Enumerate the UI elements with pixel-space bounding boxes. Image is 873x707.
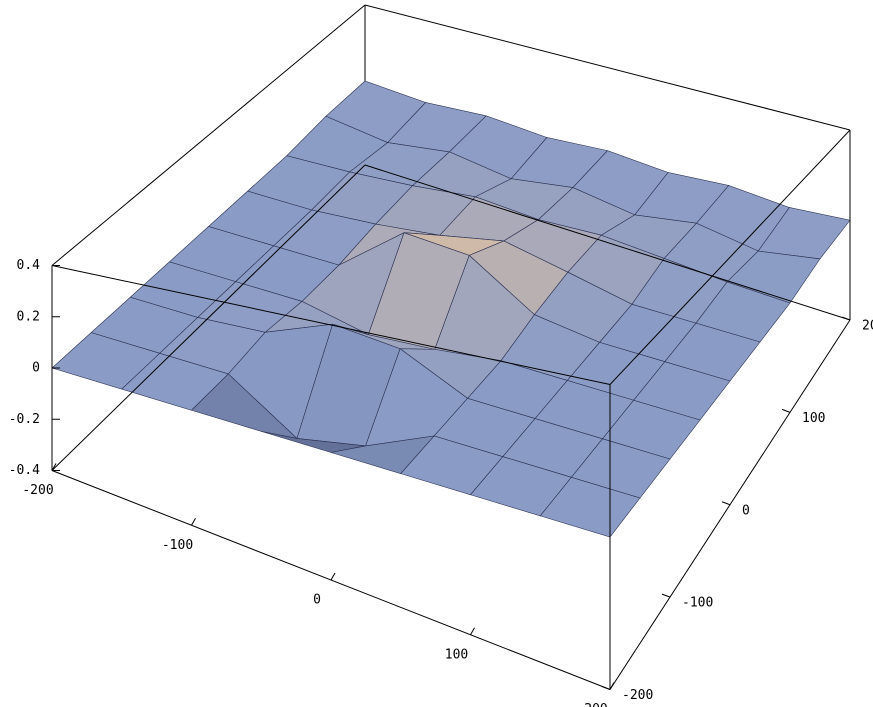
y-tick <box>661 593 671 598</box>
y-tick <box>601 686 611 690</box>
box-edge <box>51 4 366 266</box>
y-tick <box>781 408 791 413</box>
box-edge <box>609 129 851 385</box>
y-tick <box>841 316 851 321</box>
y-tick-label: -100 <box>682 596 713 611</box>
box-edge <box>51 265 611 385</box>
x-tick <box>191 518 196 526</box>
box-edge <box>364 164 851 321</box>
box-edge <box>51 164 366 471</box>
y-tick <box>721 501 731 506</box>
x-tick <box>51 463 57 471</box>
x-tick <box>470 627 475 635</box>
x-tick <box>609 682 615 690</box>
z-tick-label: 0.4 <box>17 258 41 273</box>
y-tick-label: 100 <box>802 411 825 426</box>
box-edge <box>364 4 851 131</box>
y-tick-label: 200 <box>862 319 873 334</box>
x-tick-label: 100 <box>445 647 468 662</box>
surface-cell <box>539 476 641 538</box>
x-tick-label: 0 <box>313 593 321 608</box>
x-tick <box>330 572 336 581</box>
x-tick-label: 200 <box>584 702 607 707</box>
y-tick-label: 0 <box>742 503 750 518</box>
z-tick-label: -0.4 <box>9 463 40 478</box>
y-tick-label: -200 <box>622 688 653 703</box>
x-tick-label: -200 <box>22 483 53 498</box>
z-tick-label: -0.2 <box>9 412 40 427</box>
z-tick-label: 0 <box>32 361 40 376</box>
x-tick-label: -100 <box>162 538 193 553</box>
z-tick-label: 0.2 <box>17 309 40 324</box>
